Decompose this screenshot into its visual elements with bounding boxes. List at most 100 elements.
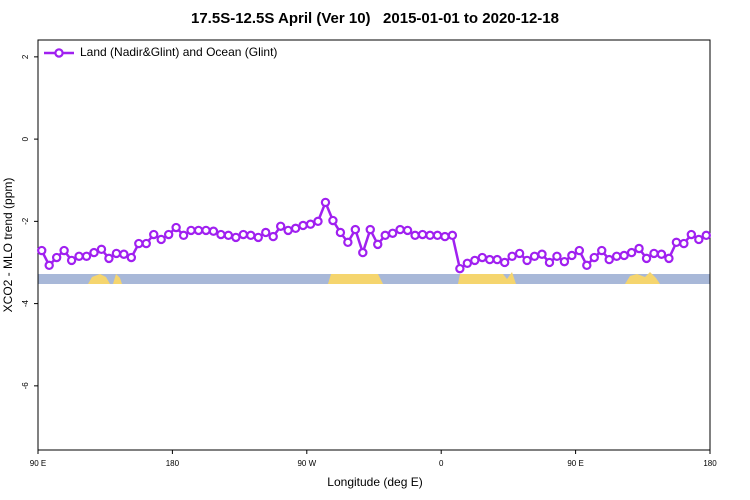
point [37,245,47,256]
point [410,230,420,241]
point [111,248,122,259]
point [567,250,577,261]
point [246,230,256,241]
point [350,224,361,235]
point [104,253,114,264]
point [358,247,368,258]
point [462,258,473,268]
point [313,216,323,227]
point [89,247,99,258]
point [664,253,674,264]
point [216,229,226,240]
y-axis-label: XCO2 - MLO trend (ppm) [1,178,15,313]
x-tick-label: 180 [166,459,180,468]
point [343,237,353,248]
y-tick-label: -2 [21,217,30,225]
point [261,227,271,238]
point [402,225,413,236]
chart-title: 17.5S-12.5S April (Ver 10) 2015-01-01 to… [191,10,559,27]
point [320,197,331,208]
point [380,230,390,241]
point [253,232,263,243]
point [134,238,144,249]
y-tick-label: 0 [21,136,30,141]
point [619,250,629,261]
point [201,225,211,236]
point [514,248,525,259]
x-tick-label: 90 E [567,459,583,468]
point [537,249,547,259]
point [679,238,689,249]
point [455,263,465,274]
point [193,225,204,236]
point [634,243,644,254]
point [365,224,375,235]
point [544,257,555,268]
point [238,229,249,240]
point [298,220,308,231]
point [552,251,562,262]
point [59,245,69,256]
land-mask [38,272,710,284]
point [432,230,443,241]
point [589,252,599,263]
point [268,231,278,242]
point [440,231,450,242]
point [485,254,495,265]
legend-label: Land (Nadir&Glint) and Ocean (Glint) [80,45,277,59]
point [305,219,316,229]
point [275,221,286,231]
point [641,253,652,264]
plot-frame [37,39,711,451]
point [649,248,659,259]
point [671,237,682,248]
point [149,229,159,240]
point [290,223,301,234]
point [283,225,293,236]
point [335,227,346,238]
point [611,251,622,262]
x-tick-label: 180 [703,459,717,468]
y-tick-label: 2 [21,54,30,59]
point [119,249,129,259]
x-tick-label: 0 [439,459,444,468]
point [447,230,458,241]
point [156,234,166,245]
point [373,239,383,250]
point [694,234,704,245]
point [328,215,338,226]
point [178,230,189,241]
legend-marker [54,48,64,58]
x-axis-label: Longitude (deg E) [327,475,422,489]
point [604,254,614,265]
point [51,252,62,263]
point [477,252,487,263]
point [186,225,196,236]
x-tick-label: 90 E [30,459,46,468]
y-tick-label: -4 [21,299,30,307]
point [597,245,607,256]
point [96,244,107,255]
point [425,230,435,241]
point [656,249,667,259]
y-tick-label: -6 [21,382,30,390]
point [686,229,697,240]
point [163,229,174,240]
point [208,226,219,236]
x-tick-label: 90 W [297,459,316,468]
point [559,256,570,267]
point [470,255,480,266]
point [417,229,428,240]
point [171,222,181,233]
point [701,230,711,241]
point [66,255,77,266]
point [223,230,234,241]
point [574,245,585,256]
point [231,232,241,243]
point [395,224,405,235]
point [582,260,592,271]
point [626,247,637,258]
point [81,251,92,262]
point [499,257,510,268]
